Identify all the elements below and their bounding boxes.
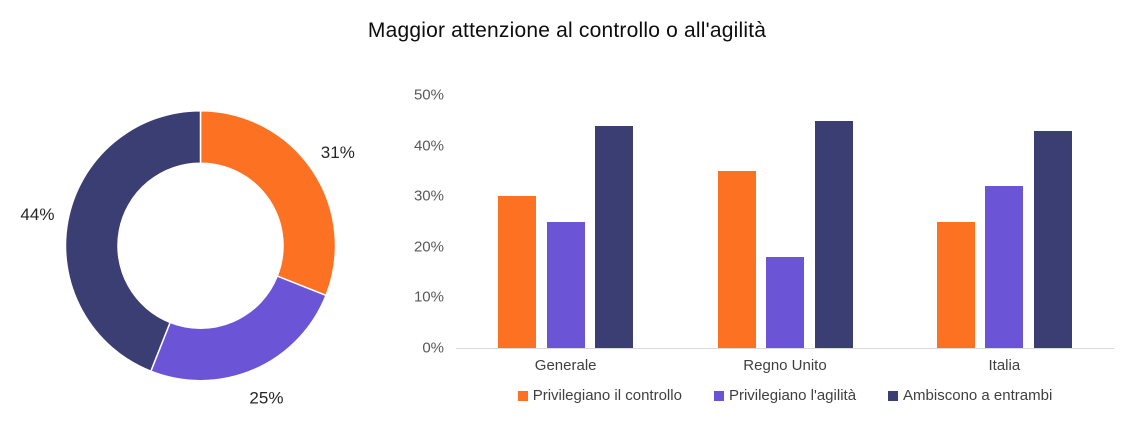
y-axis-tick-label-5: 50% <box>413 86 444 104</box>
x-axis-line <box>456 347 1114 349</box>
y-axis-tick-label-4: 40% <box>413 137 444 155</box>
bar-0-series-1 <box>546 221 585 348</box>
chart-legend: Privilegiano il controllo Privilegiano l'… <box>456 388 1114 403</box>
legend-item-1: Privilegiano l'agilità <box>713 387 857 404</box>
category-label-2: Italia <box>988 357 1021 374</box>
legend-label-1: Privilegiano l'agilità <box>728 387 857 404</box>
legend-swatch-icon <box>713 390 724 401</box>
bar-1-series-0 <box>717 171 756 348</box>
legend-item-0: Privilegiano il controllo <box>517 387 682 404</box>
category-label-1: Regno Unito <box>743 357 827 374</box>
donut-data-label-2: 44% <box>20 205 54 224</box>
legend-swatch-icon <box>888 390 899 401</box>
y-axis-tick-label-1: 10% <box>413 288 444 306</box>
donut-chart: 31% 25% 44% <box>20 109 355 408</box>
donut-slice-0 <box>199 109 337 297</box>
legend-swatch-icon <box>517 390 528 401</box>
chart-title: Maggior attenzione al controllo o all'ag… <box>367 19 767 42</box>
legend-item-2: Ambiscono a entrambi <box>888 388 1052 403</box>
bar-2-series-1 <box>985 186 1024 348</box>
category-label-0: Generale <box>534 357 597 374</box>
y-axis-tick-label-2: 20% <box>413 238 444 256</box>
legend-label-0: Privilegiano il controllo <box>532 387 682 404</box>
bar-1-series-2 <box>814 120 853 348</box>
donut-data-label-0: 31% <box>321 143 355 162</box>
donut-data-label-1: 25% <box>249 389 283 408</box>
bar-0-series-2 <box>595 125 634 348</box>
y-axis-tick-label-0: 0% <box>422 339 444 357</box>
donut-slice-2 <box>64 109 202 373</box>
bar-1-series-1 <box>766 257 804 348</box>
bar-0-series-0 <box>498 196 537 348</box>
y-axis-tick-label-3: 30% <box>413 187 444 205</box>
bar-2-series-2 <box>1033 130 1072 348</box>
bar-2-series-0 <box>936 221 975 348</box>
legend-label-2: Ambiscono a entrambi <box>903 387 1053 404</box>
